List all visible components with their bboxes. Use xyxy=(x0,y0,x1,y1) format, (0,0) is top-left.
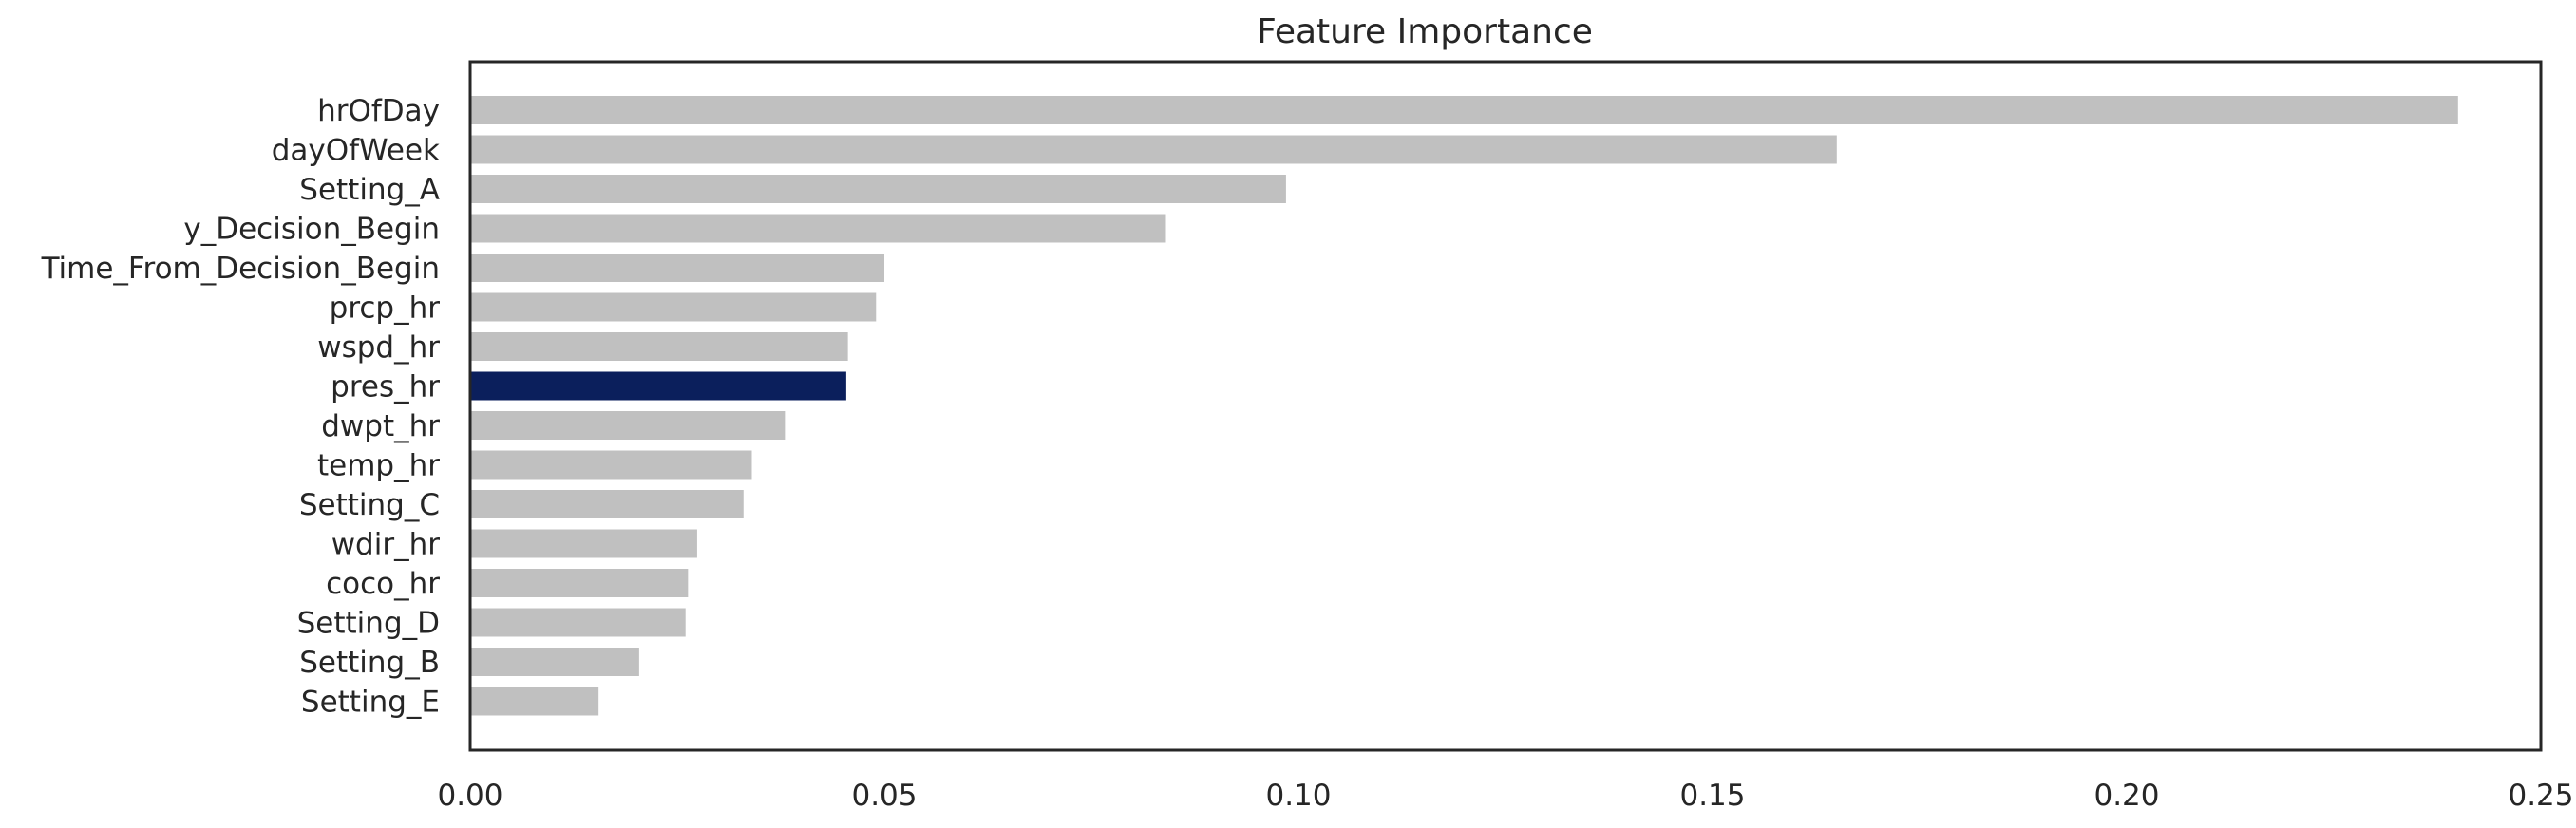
bars-group xyxy=(470,96,2458,716)
x-tick-label: 0.20 xyxy=(2093,779,2159,813)
x-tick-label: 0.10 xyxy=(1265,779,1331,813)
bar-prcp_hr xyxy=(470,293,876,322)
y-tick-label-dayOfWeek: dayOfWeek xyxy=(272,134,440,168)
bar-y_Decision_Begin xyxy=(470,215,1165,243)
y-tick-label-hrOfDay: hrOfDay xyxy=(317,94,440,128)
y-tick-label-Setting_D: Setting_D xyxy=(297,607,440,641)
y-tick-label-wspd_hr: wspd_hr xyxy=(317,330,440,365)
bar-Setting_B xyxy=(470,648,639,676)
y-tick-labels: hrOfDay dayOfWeek Setting_A y_Decision_Begi… xyxy=(41,94,441,720)
bar-Setting_E xyxy=(470,687,598,716)
y-tick-label-Setting_A: Setting_A xyxy=(299,173,440,207)
y-tick-label-dwpt_hr: dwpt_hr xyxy=(321,409,440,443)
y-tick-label-Setting_B: Setting_B xyxy=(299,646,440,680)
bar-coco_hr xyxy=(470,569,688,597)
bar-wspd_hr xyxy=(470,332,848,361)
bar-temp_hr xyxy=(470,451,751,480)
y-tick-label-Setting_C: Setting_C xyxy=(299,488,440,522)
y-tick-label-coco_hr: coco_hr xyxy=(326,567,440,601)
plot-frame xyxy=(470,62,2541,750)
y-tick-label-pres_hr: pres_hr xyxy=(331,370,440,405)
bar-hrOfDay xyxy=(470,96,2458,124)
bar-Setting_D xyxy=(470,609,686,637)
y-tick-label-y_Decision_Begin: y_Decision_Begin xyxy=(183,213,440,247)
y-tick-label-Setting_E: Setting_E xyxy=(301,686,440,720)
y-tick-label-wdir_hr: wdir_hr xyxy=(331,528,441,562)
y-tick-label-Time_From_Decision_Begin: Time_From_Decision_Begin xyxy=(41,252,440,286)
bar-wdir_hr xyxy=(470,530,697,558)
bar-dayOfWeek xyxy=(470,136,1837,164)
bar-Setting_A xyxy=(470,175,1286,203)
bar-pres_hr xyxy=(470,372,846,401)
chart-title: Feature Importance xyxy=(1257,12,1593,51)
x-tick-label: 0.15 xyxy=(1679,779,1745,813)
x-tick-label: 0.25 xyxy=(2508,779,2573,813)
y-tick-label-prcp_hr: prcp_hr xyxy=(330,292,441,326)
bar-dwpt_hr xyxy=(470,411,785,440)
x-tick-label: 0.00 xyxy=(437,779,502,813)
bar-Time_From_Decision_Begin xyxy=(470,254,884,282)
x-tick-label: 0.05 xyxy=(851,779,917,813)
x-ticks: 0.00 0.05 0.10 0.15 0.20 0.25 xyxy=(437,779,2573,813)
bar-Setting_C xyxy=(470,490,744,518)
y-tick-label-temp_hr: temp_hr xyxy=(317,449,440,483)
